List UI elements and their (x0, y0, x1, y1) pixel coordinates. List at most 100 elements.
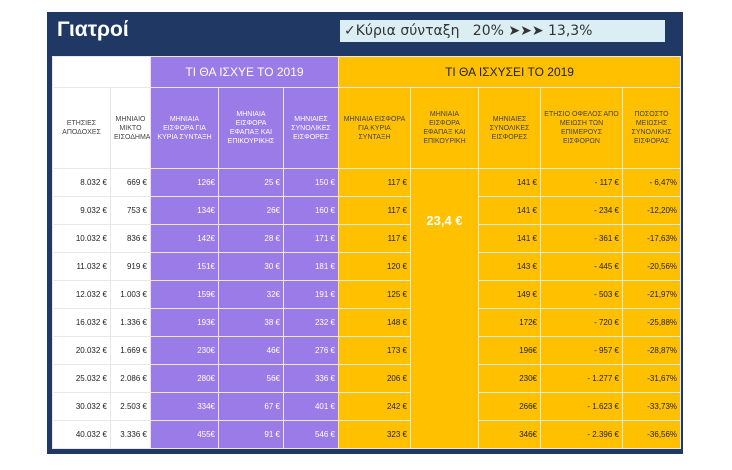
cell: 2.503 € (110, 392, 151, 421)
cell: 2.086 € (110, 364, 151, 393)
cell: 10.032 € (52, 224, 111, 253)
cell: 266€ (478, 392, 541, 421)
cell: 141 € (478, 168, 541, 197)
cell: - 957 € (540, 336, 623, 365)
panel: Γιατροί ✓Κύρια σύνταξη 20% ➤➤➤ 13,3% ΤΙ … (47, 12, 683, 454)
group-header: ΤΙ ΘΑ ΙΣΧΥΣΕΙ ΤΟ 2019 (337, 56, 682, 88)
cell: -33,73% (621, 392, 682, 421)
cell: -21,97% (621, 280, 682, 309)
cell: 148 € (338, 308, 411, 337)
cell: 20.032 € (52, 336, 111, 365)
cell: - 361 € (540, 224, 623, 253)
data-row: 16.032 €1.336 €193€ 38 €232 €148 € 172€ - 7… (52, 308, 682, 337)
cell: 28 € (218, 224, 284, 253)
cell: - 2.396 € (540, 420, 623, 449)
column-header: ΜΗΝΙΑΙΑ ΕΙΣΦΟΡΑ ΕΦΑΠΑΞ ΚΑΙ ΕΠΙΚΟΥΡΙΚΗ (410, 87, 479, 169)
cell: 56€ (218, 364, 284, 393)
cell: -12,20% (621, 196, 682, 225)
cell: 117 € (338, 168, 411, 197)
cell: 9.032 € (52, 196, 111, 225)
cell: 40.032 € (52, 420, 111, 449)
cell: 26€ (218, 196, 284, 225)
cell: 276 € (283, 336, 339, 365)
column-header: ΜΗΝΙΑΙΑ ΕΙΣΦΟΡΑ ΓΙΑ ΚΥΡΙΑ ΣΥΝΤΑΞΗ (150, 87, 219, 169)
cell: 836 € (110, 224, 151, 253)
cell: 280€ (150, 364, 219, 393)
cell: 323 € (338, 420, 411, 449)
column-header: ΜΗΝΙΑΙΟ ΜΙΚΤΟ ΕΙΣΟΔΗΜΑ (110, 87, 151, 169)
cell: 150 € (283, 168, 339, 197)
cell: -36,56% (621, 420, 682, 449)
cell: 32€ (218, 280, 284, 309)
cell: -20,56% (621, 252, 682, 281)
cell: - 1.623 € (540, 392, 623, 421)
header-row: ΕΤΗΣΙΕΣ ΑΠΟΔΟΧΕΣ ΜΗΝΙΑΙΟ ΜΙΚΤΟ ΕΙΣΟΔΗΜΑ ΜΗ… (52, 87, 682, 169)
cell: 1.003 € (110, 280, 151, 309)
cell: 455€ (150, 420, 219, 449)
column-header: ΜΗΝΙΑΙΑ ΕΙΣΦΟΡΑ ΕΦΑΠΑΞ ΚΑΙ ΕΠΙΚΟΥΡΙΚΗΣ (218, 87, 284, 169)
cell: 141 € (478, 224, 541, 253)
data-row: 9.032 €753 €134€ 26€ 160 €117 € 141 € - 234 … (52, 196, 682, 225)
cell: 160 € (283, 196, 339, 225)
cell: 334€ (150, 392, 219, 421)
data-row: 8.032 €669 €126€ 25 €150 €117 €23,4 €141 … (52, 168, 682, 449)
cell: 242 € (338, 392, 411, 421)
cell: -28,87% (621, 336, 682, 365)
cell: 91 € (218, 420, 284, 449)
cell: 143 € (478, 252, 541, 281)
cell: -25,88% (621, 308, 682, 337)
column-header: ΕΤΗΣΙΕΣ ΑΠΟΔΟΧΕΣ (52, 87, 111, 169)
group-row: ΤΙ ΘΑ ΙΣΧΥΕ ΤΟ 2019 ΤΙ ΘΑ ΙΣΧΥΣΕΙ ΤΟ 2019 (52, 56, 682, 88)
cell: - 234 € (540, 196, 623, 225)
cell: 117 € (338, 224, 411, 253)
banner: ✓Κύρια σύνταξη 20% ➤➤➤ 13,3% (340, 20, 665, 42)
cell: 30.032 € (52, 392, 111, 421)
cell: 12.032 € (52, 280, 111, 309)
cell: 1.669 € (110, 336, 151, 365)
cell: 191 € (283, 280, 339, 309)
cell: - 503 € (540, 280, 623, 309)
cell: 149 € (478, 280, 541, 309)
empty-cell (52, 56, 151, 88)
cell: 401 € (283, 392, 339, 421)
column-header: ΜΗΝΙΑΙΕΣ ΣΥΝΟΛΙΚΕΣ ΕΙΣΦΟΡΕΣ (283, 87, 339, 169)
cell: 117 € (338, 196, 411, 225)
cell: 919 € (110, 252, 151, 281)
data-row: 10.032 €836 €142€ 28 €171 €117 € 141 € - 36… (52, 224, 682, 253)
cell: 159€ (150, 280, 219, 309)
cell: 67 € (218, 392, 284, 421)
cell: 171 € (283, 224, 339, 253)
cell: 25.032 € (52, 364, 111, 393)
cell: 134€ (150, 196, 219, 225)
cell: 120 € (338, 252, 411, 281)
group-header: ΤΙ ΘΑ ΙΣΧΥΕ ΤΟ 2019 (150, 56, 339, 88)
cell: - 6,47% (621, 168, 682, 197)
cell: 196€ (478, 336, 541, 365)
cell: 206 € (338, 364, 411, 393)
cell: 46€ (218, 336, 284, 365)
data-row: 12.032 €1.003 €159€ 32€ 191 €125 € 149 € - 5… (52, 280, 682, 309)
cell: 346€ (478, 420, 541, 449)
cell: 11.032 € (52, 252, 111, 281)
column-header: ΜΗΝΙΑΙΑ ΕΙΣΦΟΡΑ ΓΙΑ ΚΥΡΙΑ ΣΥΝΤΑΞΗ (338, 87, 411, 169)
cell: 336 € (283, 364, 339, 393)
data-row: 25.032 €2.086 €280€ 56€ 336 €206 € 230€ - 1.… (52, 364, 682, 393)
cell: 30 € (218, 252, 284, 281)
cell: - 445 € (540, 252, 623, 281)
column-header: ΕΤΗΣΙΟ ΟΦΕΛΟΣ ΑΠΟ ΜΕΙΩΣΗ ΤΩΝ ΕΠΙΜΕΡΟΥΣ Ε… (540, 87, 623, 169)
cell: - 720 € (540, 308, 623, 337)
data-row: 40.032 €3.336 €455€ 91 €546 €323 € 346€ - 2… (52, 420, 682, 449)
cell: 125 € (338, 280, 411, 309)
cell: 546 € (283, 420, 339, 449)
cell: 753 € (110, 196, 151, 225)
cell: 38 € (218, 308, 284, 337)
cell: 141 € (478, 196, 541, 225)
column-header: ΜΗΝΙΑΙΕΣ ΣΥΝΟΛΙΚΕΣ ΕΙΣΦΟΡΕΣ (478, 87, 541, 169)
cell: 232 € (283, 308, 339, 337)
cell: 173 € (338, 336, 411, 365)
cell: 230€ (478, 364, 541, 393)
cell: 16.032 € (52, 308, 111, 337)
cell: 193€ (150, 308, 219, 337)
data-row: 20.032 €1.669 €230€ 46€ 276 €173 € 196€ - 95… (52, 336, 682, 365)
cell: -31,67% (621, 364, 682, 393)
